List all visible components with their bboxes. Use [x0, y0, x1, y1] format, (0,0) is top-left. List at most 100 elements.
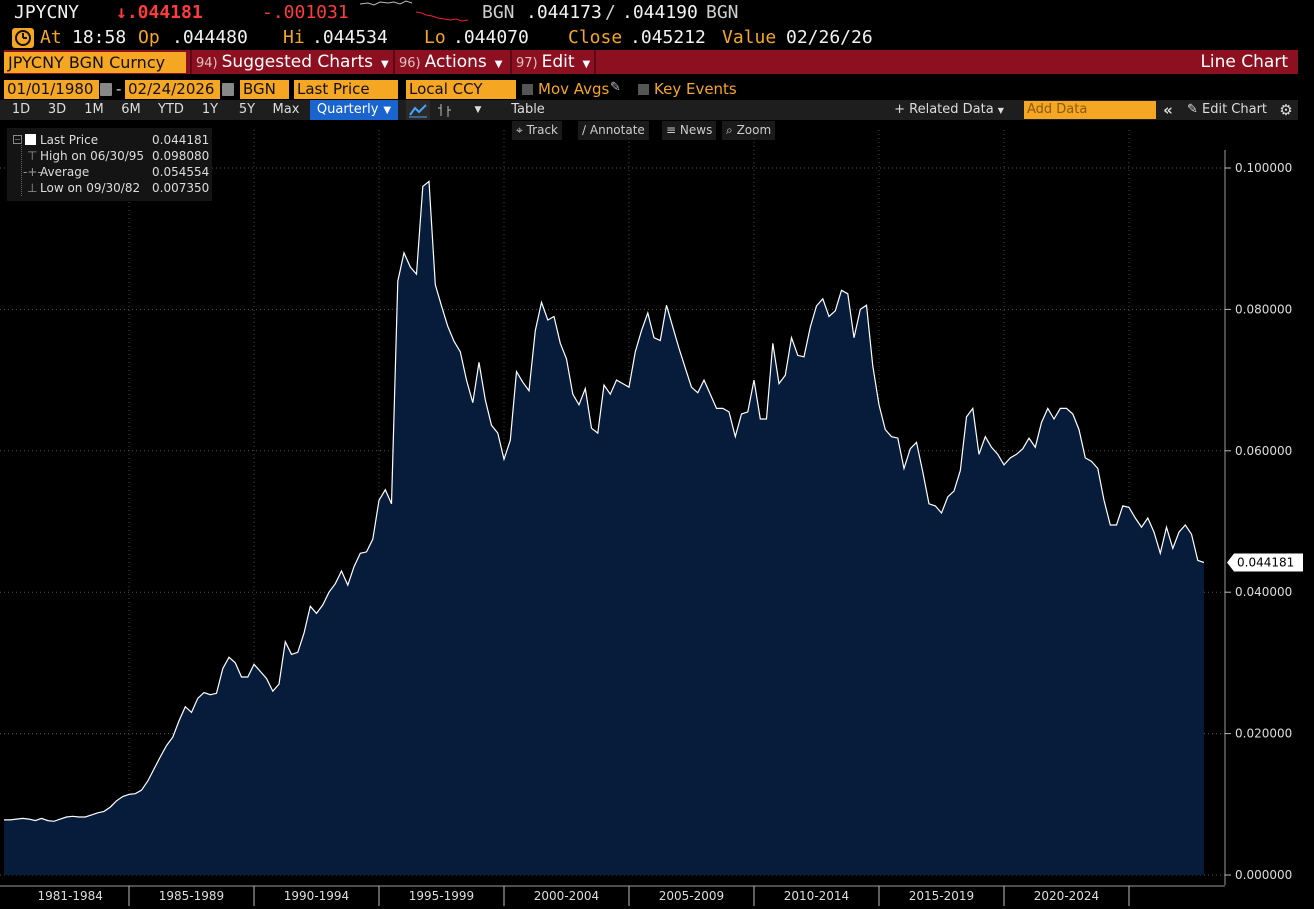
actions-label: Actions	[424, 52, 487, 72]
x-tick-label: 2020-2024	[1034, 889, 1099, 903]
security-field[interactable]: JPYCNY BGN Curncy	[4, 52, 186, 73]
caret-down-icon: ▼	[383, 105, 392, 116]
open-label: Op	[138, 27, 160, 48]
last-value-marker	[1227, 553, 1303, 572]
open-price: .044480	[172, 27, 248, 48]
field-selector[interactable]: Last Price	[294, 80, 398, 99]
line-chart-icon[interactable]	[406, 100, 430, 120]
range-button-1y[interactable]: 1Y	[201, 102, 219, 117]
menu-divider	[510, 50, 512, 74]
collapse-icon[interactable]: «	[1163, 101, 1173, 119]
related-data-label: + Related Data	[894, 102, 994, 117]
range-button-max[interactable]: Max	[272, 102, 300, 117]
key-events-label: Key Events	[654, 80, 737, 98]
series-swatch	[25, 134, 36, 145]
edit-label: Edit	[541, 52, 575, 72]
add-data-input[interactable]: Add Data	[1024, 101, 1156, 119]
legend-low-label: Low on 09/30/82	[40, 181, 141, 195]
pricing-source-field[interactable]: BGN	[240, 80, 289, 99]
suggested-charts-label: Suggested Charts	[221, 52, 373, 72]
quote-time: 18:58	[72, 27, 127, 48]
high-price: .044534	[312, 27, 388, 48]
legend-low-value: 0.007350	[152, 181, 210, 195]
range-button-5y[interactable]: 5Y	[238, 102, 256, 117]
suggested-charts-menu[interactable]: 94) Suggested Charts ▼	[196, 50, 389, 74]
at-label: At	[40, 27, 62, 48]
range-button-1m[interactable]: 1M	[84, 102, 104, 117]
last-value-label: 0.044181	[1237, 556, 1294, 570]
start-date-field[interactable]: 01/01/1980	[4, 80, 99, 99]
quote-stats: At 18:58 Op .044480 Hi .044534 Lo .04407…	[0, 25, 1314, 49]
mov-avgs-checkbox[interactable]	[522, 84, 533, 95]
key-events-checkbox[interactable]	[638, 84, 649, 95]
x-tick-label: 2015-2019	[909, 889, 974, 903]
edit-chart-button[interactable]: ✎ Edit Chart	[1182, 100, 1272, 120]
x-tick-label: 2010-2014	[784, 889, 849, 903]
low-marker-icon: ⊥	[27, 181, 38, 195]
pencil-icon[interactable]: ✎	[610, 80, 621, 95]
mov-avgs-label: Mov Avgs	[538, 80, 610, 98]
calendar-icon[interactable]	[222, 83, 234, 96]
clock-icon[interactable]	[12, 28, 34, 48]
y-tick-label: 0.040000	[1235, 585, 1292, 599]
chart-type-label[interactable]: Line Chart	[1200, 52, 1288, 72]
intraday-sparkline-red	[416, 11, 468, 22]
x-tick-label: 2000-2004	[534, 889, 599, 903]
x-tick-label: 1981-1984	[38, 889, 103, 903]
zoom-tool[interactable]: ⌕ Zoom	[722, 121, 776, 140]
chart-style-dropdown[interactable]: ▼	[474, 105, 482, 115]
edit-menu[interactable]: 97) Edit ▼	[516, 50, 590, 74]
intraday-sparkline-white	[360, 0, 412, 6]
legend-high-label: High on 06/30/95	[40, 149, 145, 163]
quote-header: JPYCNY ↓.044181 -.001031 BGN .044173 / .…	[0, 0, 1314, 24]
menu-divider	[594, 50, 596, 74]
range-button-ytd[interactable]: YTD	[158, 102, 184, 117]
annotate-label: Annotate	[589, 123, 645, 137]
date-range-dash: -	[116, 80, 122, 98]
legend-last-value: 0.044181	[152, 133, 210, 147]
pencil-icon: ✎	[1186, 102, 1198, 117]
table-button[interactable]: Table	[511, 102, 545, 117]
actions-menu[interactable]: 96) Actions ▼	[399, 50, 502, 74]
frequency-label: Quarterly	[316, 102, 379, 117]
x-tick-label: 1990-1994	[284, 889, 349, 903]
line-tool-icon: ∕	[582, 123, 587, 137]
legend-tree-line	[21, 140, 23, 196]
track-tool[interactable]: ⌖ Track	[512, 121, 562, 140]
range-button-1d[interactable]: 1D	[11, 102, 31, 117]
last-price: ↓.044181	[116, 2, 203, 23]
chevron-down-icon: ▼	[380, 59, 389, 70]
legend-average-label: Average	[40, 165, 90, 179]
y-tick-label: 0.060000	[1235, 444, 1292, 458]
chart-legend[interactable]: − Last Price 0.044181 ⊤ High on 06/30/95…	[7, 128, 212, 201]
range-button-6m[interactable]: 6M	[121, 102, 141, 117]
gear-icon[interactable]: ⚙	[1279, 101, 1293, 119]
value-date: 02/26/26	[786, 27, 873, 48]
collapse-box-icon[interactable]: −	[13, 135, 22, 144]
crosshair-icon: ⌖	[516, 123, 523, 137]
frequency-selector[interactable]: Quarterly ▼	[310, 100, 398, 120]
low-price: .044070	[453, 27, 529, 48]
legend-average-value: 0.054554	[152, 165, 210, 179]
news-tool[interactable]: ≡ News	[662, 121, 717, 140]
related-data-menu[interactable]: + Related Data ▼	[888, 100, 1010, 120]
x-axis-band	[0, 885, 1314, 909]
range-bar: 1D 3D 1M 6M YTD 1Y 5Y Max Quarterly ▼ ▼ Table + …	[0, 100, 1298, 120]
annotate-tool[interactable]: ∕ Annotate	[578, 121, 649, 140]
suggested-charts-number: 94)	[196, 56, 218, 71]
bid-source: BGN	[482, 2, 515, 23]
calendar-icon[interactable]	[100, 83, 112, 96]
range-button-3d[interactable]: 3D	[47, 102, 67, 117]
currency-selector[interactable]: Local CCY	[406, 80, 516, 99]
net-change: -.001031	[262, 2, 349, 23]
price-area	[4, 181, 1204, 875]
y-tick-label: 0.020000	[1235, 727, 1292, 741]
end-date-field[interactable]: 02/24/2026	[125, 80, 220, 99]
ask-price: .044190	[622, 2, 698, 23]
news-label: News	[679, 123, 713, 137]
zoom-label: Zoom	[736, 123, 772, 137]
high-label: Hi	[283, 27, 305, 48]
legend-last-label: Last Price	[40, 133, 99, 147]
average-marker-icon: -+-	[23, 165, 42, 179]
bar-chart-icon[interactable]	[434, 100, 456, 120]
